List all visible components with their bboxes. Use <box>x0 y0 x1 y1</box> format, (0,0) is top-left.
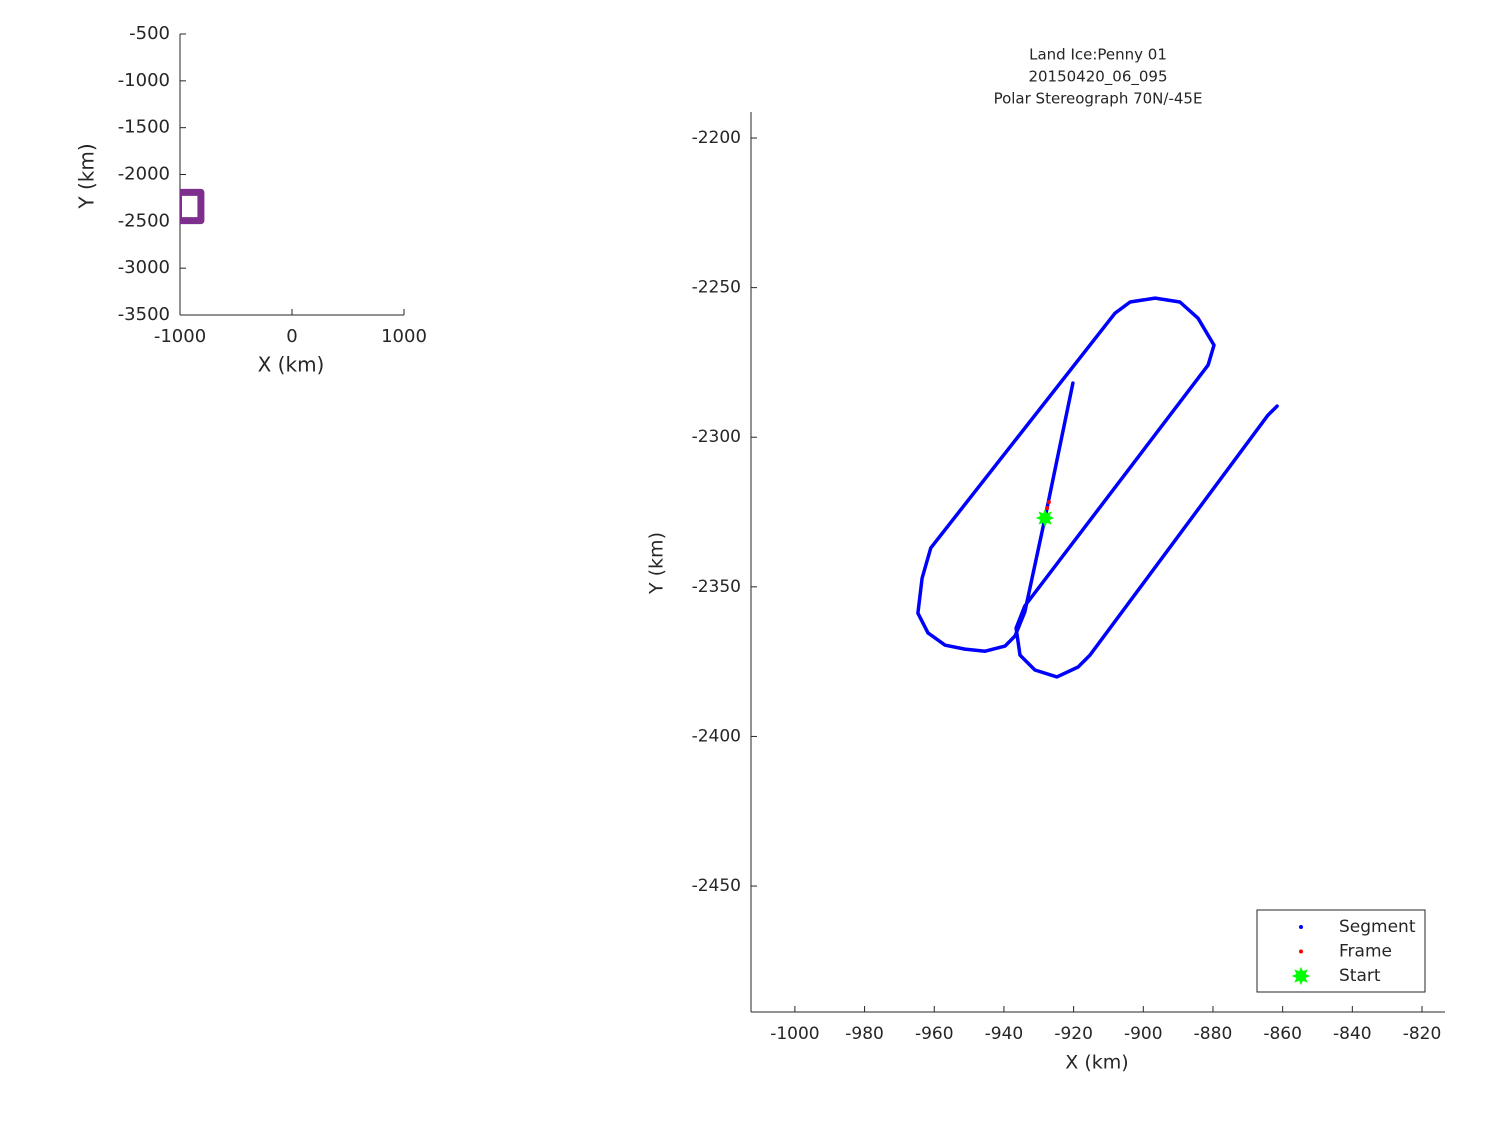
y-tick-label: -2000 <box>118 164 170 185</box>
x-tick-label: -1000 <box>770 1024 819 1044</box>
y-tick-label: -2300 <box>692 427 741 447</box>
legend-label: Frame <box>1339 942 1392 962</box>
y-tick-label: -1500 <box>118 117 170 138</box>
x-tick-label: -840 <box>1333 1024 1372 1044</box>
y-tick-label: -3000 <box>118 257 170 278</box>
track-line <box>916 296 1279 679</box>
point <box>1045 506 1050 511</box>
y-axis-label: Y (km) <box>75 143 99 209</box>
x-tick-label: -920 <box>1054 1024 1093 1044</box>
x-tick-label: -1000 <box>154 326 206 347</box>
y-tick-label: -2250 <box>692 278 741 298</box>
axes: -1000 0 1000 -500 -1000 -1500 -2000 -2500 -3000 -… <box>75 23 427 377</box>
x-tick-label: -860 <box>1263 1024 1302 1044</box>
track-line <box>180 188 205 225</box>
chart-title: Polar Stereograph 70N/-45E <box>994 90 1203 108</box>
y-tick-label: -1000 <box>118 70 170 91</box>
x-tick-label: 1000 <box>381 326 427 347</box>
point <box>1046 500 1051 505</box>
y-tick-label: -3500 <box>118 304 170 325</box>
legend-symbol <box>1299 925 1303 929</box>
x-axis-label: X (km) <box>1065 1052 1128 1074</box>
x-tick-label: -880 <box>1194 1024 1233 1044</box>
chart-title: Land Ice:Penny 01 <box>1029 46 1167 64</box>
plot-area <box>916 296 1279 679</box>
y-tick-label: -2350 <box>692 577 741 597</box>
plot-area <box>180 188 205 225</box>
legend: Segment Frame Start <box>1256 909 1426 993</box>
y-axis-label: Y (km) <box>646 532 668 595</box>
y-tick-label: -2450 <box>692 876 741 896</box>
y-tick-label: -2500 <box>118 210 170 231</box>
x-tick-label: -820 <box>1403 1024 1442 1044</box>
x-tick-label: 0 <box>286 326 297 347</box>
legend-label: Segment <box>1339 917 1416 937</box>
start-marker <box>1035 508 1055 528</box>
legend-symbol <box>1299 949 1303 954</box>
chart-title: 20150420_06_095 <box>1028 68 1167 87</box>
x-tick-label: -960 <box>915 1024 954 1044</box>
x-tick-label: -980 <box>845 1024 884 1044</box>
y-tick-label: -2400 <box>692 726 741 746</box>
y-tick-label: -2200 <box>692 128 741 148</box>
legend-label: Start <box>1339 966 1381 986</box>
axes: -1000 -980 -960 -940 -920 -900 -880 -860 -840 -82… <box>646 46 1445 1074</box>
legend-symbol <box>1291 966 1311 986</box>
legend-box <box>1256 909 1426 993</box>
x-tick-label: -900 <box>1124 1024 1163 1044</box>
x-tick-label: -940 <box>985 1024 1024 1044</box>
y-tick-label: -500 <box>129 23 170 44</box>
x-axis-label: X (km) <box>258 353 325 377</box>
